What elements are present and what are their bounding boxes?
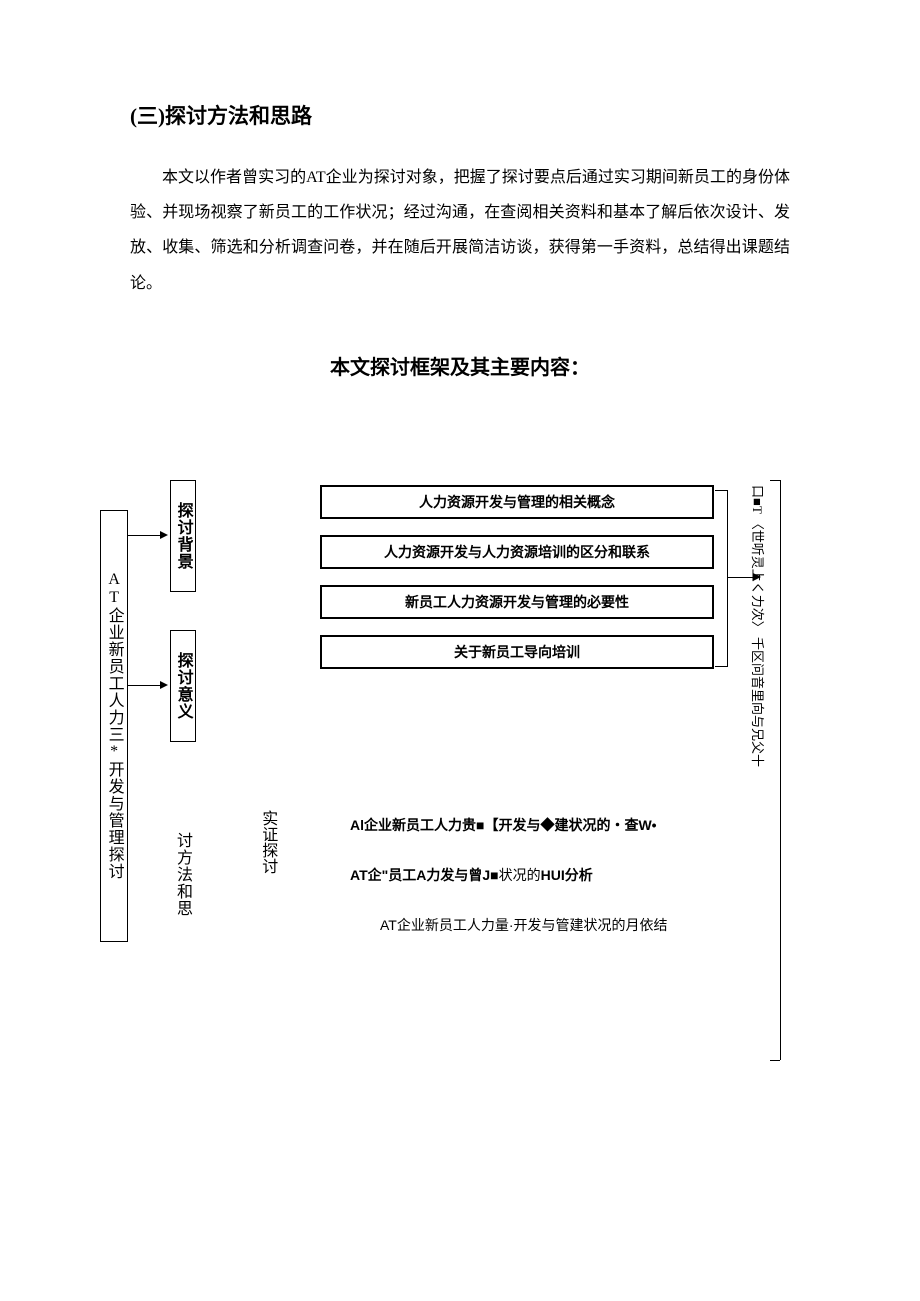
- section-heading: (三)探讨方法和思路: [130, 100, 790, 130]
- page: (三)探讨方法和思路 本文以作者曾实习的AT企业为探讨对象，把握了探讨要点后通过…: [0, 0, 920, 1100]
- right-bracket-line: [780, 480, 781, 1060]
- method-column: 讨方法和思: [172, 800, 192, 950]
- right-bracket-top: [770, 480, 780, 481]
- concept-label: 人力资源开发与人力资源培训的区分和联系: [384, 542, 650, 562]
- framework-diagram: AT企业新员工人力三*开发与管理探讨 探讨背景 探讨意义 讨方法和思 实证探讨 …: [100, 480, 800, 1060]
- main-topic-label: AT企业新员工人力三*开发与管理探讨: [104, 571, 123, 880]
- concept-box-1: 人力资源开发与管理的相关概念: [320, 485, 714, 519]
- significance-box: 探讨意义: [170, 630, 196, 742]
- bracket-icon: [715, 490, 728, 667]
- main-topic-box: AT企业新员工人力三*开发与管理探讨: [100, 510, 128, 942]
- background-label: 探讨背景: [173, 502, 192, 570]
- right-side-label: 口■T 〈世听灵上く力次〉 千区问音里向与兄父十: [749, 485, 768, 767]
- analysis-line-3: AT企业新员工人力量·开发与管建状况的月依结: [380, 915, 668, 935]
- concept-label: 关于新员工导向培训: [454, 642, 580, 662]
- body-paragraph: 本文以作者曾实习的AT企业为探讨对象，把握了探讨要点后通过实习期间新员工的身份体…: [130, 160, 790, 301]
- concept-label: 新员工人力资源开发与管理的必要性: [405, 592, 629, 612]
- arrow-head-icon: [160, 681, 168, 689]
- concept-box-2: 人力资源开发与人力资源培训的区分和联系: [320, 535, 714, 569]
- background-box: 探讨背景: [170, 480, 196, 592]
- frame-title: 本文探讨框架及其主要内容：: [130, 351, 790, 380]
- empirical-label: 实证探讨: [250, 810, 270, 887]
- arrow-line: [128, 535, 162, 537]
- concept-box-4: 关于新员工导向培训: [320, 635, 714, 669]
- analysis-line-1: Al企业新员工人力贵■【开发与◆建状况的・查W•: [350, 815, 657, 835]
- method-label: 讨方法和思: [170, 832, 194, 917]
- arrow-head-icon: [160, 531, 168, 539]
- right-bracket-bottom: [770, 1060, 780, 1061]
- analysis-line-2: AT企"员工A力发与曾J■状况的HUI分析: [350, 865, 593, 885]
- arrow-line: [128, 685, 162, 687]
- significance-label: 探讨意义: [173, 652, 192, 720]
- concept-label: 人力资源开发与管理的相关概念: [419, 492, 615, 512]
- concept-box-3: 新员工人力资源开发与管理的必要性: [320, 585, 714, 619]
